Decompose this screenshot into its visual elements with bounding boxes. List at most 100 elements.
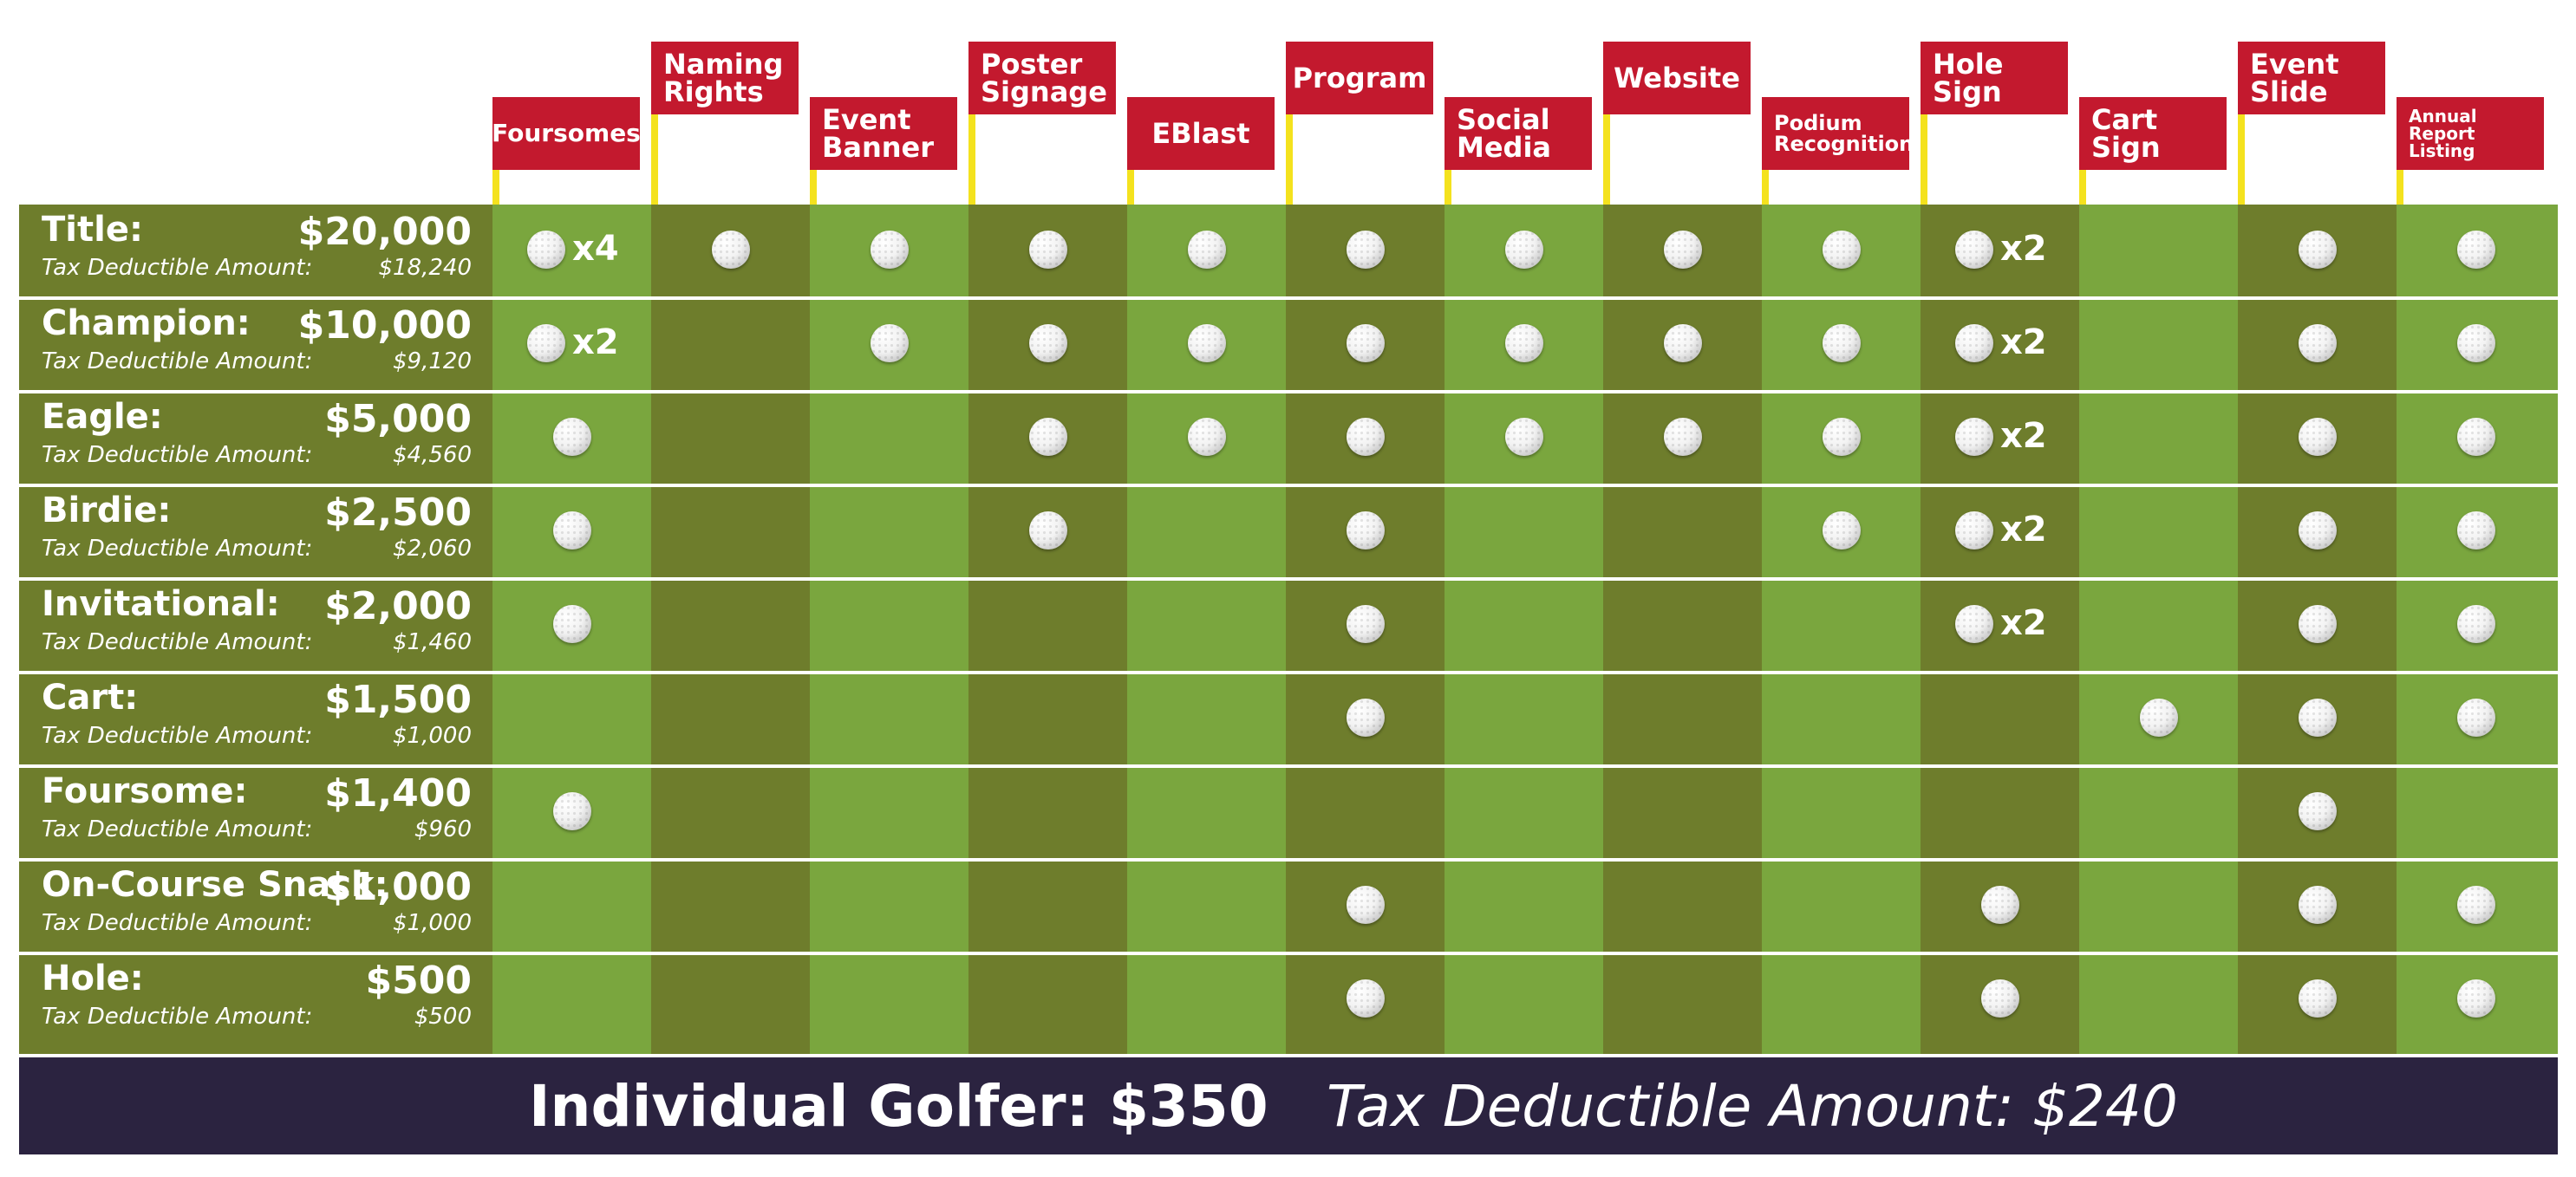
golf-ball-icon <box>527 324 565 362</box>
flag-pole-icon <box>1286 42 1293 205</box>
tier-price: $20,000 <box>297 210 472 254</box>
tier-name: Hole: <box>42 959 144 998</box>
tier-label-cell: Birdie: $2,500 Tax Deductible Amount: $2,06… <box>19 485 492 579</box>
benefit-flag-label: Hole Sign <box>1921 42 2068 114</box>
benefit-label-text: Website <box>1614 62 1740 94</box>
tier-price: $2,500 <box>324 491 472 535</box>
golf-ball-icon <box>1346 324 1385 362</box>
tier-name: Title: <box>42 210 143 250</box>
row-divider <box>19 390 2558 393</box>
tier-name: Birdie: <box>42 491 172 530</box>
benefit-label-text: Event Banner <box>822 103 935 164</box>
golf-ball-icon <box>1822 511 1861 549</box>
golf-ball-icon <box>1187 324 1226 362</box>
golf-ball-icon <box>552 511 591 549</box>
tax-deductible-amount: $18,240 <box>378 255 472 281</box>
tier-price: $10,000 <box>297 303 472 348</box>
tier-price: $500 <box>365 959 472 1003</box>
row-divider <box>19 671 2558 674</box>
benefit-flag-label: Event Banner <box>810 97 957 170</box>
golf-ball-icon <box>1187 231 1226 269</box>
golf-ball-icon <box>2298 324 2337 362</box>
sponsorship-grid: Title: $20,000 Tax Deductible Amount: $18,2… <box>19 205 2558 1154</box>
golf-ball-icon <box>1028 511 1067 549</box>
golf-ball-icon <box>1028 324 1067 362</box>
golf-ball-icon <box>552 605 591 643</box>
golf-ball-icon <box>2456 511 2495 549</box>
row-divider <box>19 577 2558 581</box>
benefit-flag-label: Annual Report Listing <box>2397 97 2544 170</box>
golf-ball-icon <box>2298 886 2337 924</box>
golf-ball-icon <box>1822 324 1861 362</box>
tier-label-cell: Title: $20,000 Tax Deductible Amount: $18,2… <box>19 205 492 298</box>
benefit-flag-label: Cart Sign <box>2079 97 2227 170</box>
benefit-label-text: Cart Sign <box>2091 103 2161 164</box>
individual-golfer-tax: Tax Deductible Amount: $240 <box>1327 1073 2178 1140</box>
golf-ball-icon <box>1955 511 1993 549</box>
golf-ball-icon <box>1504 231 1543 269</box>
tier-label-cell: Cart: $1,500 Tax Deductible Amount: $1,000 <box>19 673 492 766</box>
golf-ball-icon <box>2456 886 2495 924</box>
golf-ball-icon <box>1346 605 1385 643</box>
golf-ball-icon <box>1955 231 1993 269</box>
benefit-flag-label: Website <box>1603 42 1751 114</box>
tax-deductible-amount: $1,000 <box>393 910 472 936</box>
tier-label-cell: Foursome: $1,400 Tax Deductible Amount: $96… <box>19 766 492 860</box>
benefit-flag-label: EBlast <box>1127 97 1275 170</box>
flag-pole-icon <box>968 42 975 205</box>
benefit-flag-label: Program <box>1286 42 1433 114</box>
tax-deductible-label: Tax Deductible Amount: <box>42 1004 313 1030</box>
golf-ball-icon <box>1028 231 1067 269</box>
golf-ball-icon <box>2456 699 2495 737</box>
golf-ball-icon <box>1955 605 1993 643</box>
golf-ball-icon <box>1980 979 2019 1018</box>
benefit-label-text: Hole Sign <box>1933 48 2004 108</box>
benefit-label-text: Social Media <box>1457 103 1552 164</box>
golf-ball-icon <box>1346 418 1385 456</box>
golf-ball-icon <box>1028 418 1067 456</box>
benefit-label-text: Poster Signage <box>981 48 1107 108</box>
benefit-flag-label: Podium Recognition <box>1762 97 1914 170</box>
benefit-column <box>2079 205 2238 1054</box>
golf-ball-icon <box>2298 605 2337 643</box>
benefit-multiplier: x2 <box>572 322 619 362</box>
row-divider <box>19 858 2558 862</box>
golf-ball-icon <box>2298 418 2337 456</box>
benefit-multiplier: x4 <box>572 229 619 269</box>
golf-ball-icon <box>1822 231 1861 269</box>
golf-ball-icon <box>1663 231 1702 269</box>
golf-ball-icon <box>1663 324 1702 362</box>
tax-deductible-amount: $9,120 <box>393 348 472 374</box>
tax-deductible-amount: $1,000 <box>393 723 472 749</box>
benefit-multiplier: x2 <box>2000 322 2047 362</box>
golf-ball-icon <box>2298 699 2337 737</box>
golf-ball-icon <box>1346 511 1385 549</box>
tier-name: Invitational: <box>42 584 280 624</box>
tier-label-cell: Hole: $500 Tax Deductible Amount: $500 <box>19 953 492 1047</box>
golf-ball-icon <box>1504 324 1543 362</box>
benefit-label-text: Foursomes <box>492 119 641 147</box>
benefit-label-text: Annual Report Listing <box>2409 106 2477 161</box>
row-divider <box>19 764 2558 768</box>
golf-ball-icon <box>1346 886 1385 924</box>
tier-name: Foursome: <box>42 771 248 811</box>
golf-ball-icon <box>552 418 591 456</box>
golf-ball-icon <box>1187 418 1226 456</box>
benefit-flag-label: Naming Rights <box>651 42 799 114</box>
golf-ball-icon <box>1346 231 1385 269</box>
tax-deductible-amount: $960 <box>414 816 472 842</box>
flag-pole-icon <box>1603 42 1610 205</box>
golf-ball-icon <box>870 231 909 269</box>
golf-ball-icon <box>1822 418 1861 456</box>
tier-price: $2,000 <box>324 584 472 628</box>
row-divider <box>19 952 2558 955</box>
tier-label-cell: On-Course Snack: $1,000 Tax Deductible Amo… <box>19 860 492 953</box>
golf-ball-icon <box>711 231 750 269</box>
individual-golfer-price: Individual Golfer: $350 <box>529 1073 1268 1140</box>
tax-deductible-label: Tax Deductible Amount: <box>42 910 313 936</box>
golf-ball-icon <box>870 324 909 362</box>
golf-ball-icon <box>1663 418 1702 456</box>
benefit-column <box>651 205 810 1054</box>
tier-name: Cart: <box>42 678 139 718</box>
tier-name: Champion: <box>42 303 251 343</box>
